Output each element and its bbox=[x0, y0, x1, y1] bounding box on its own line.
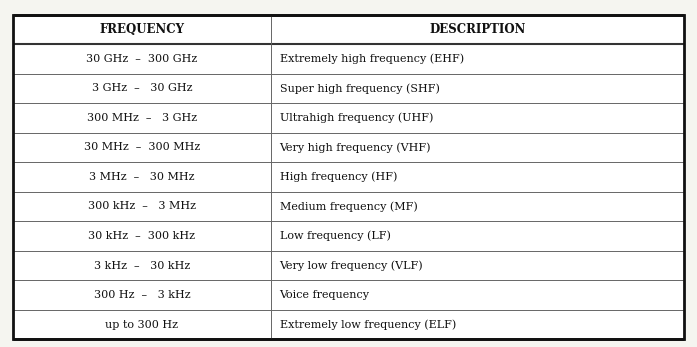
Text: Super high frequency (SHF): Super high frequency (SHF) bbox=[279, 83, 440, 94]
Text: Voice frequency: Voice frequency bbox=[279, 290, 369, 300]
Text: Ultrahigh frequency (UHF): Ultrahigh frequency (UHF) bbox=[279, 113, 433, 123]
Text: Extremely high frequency (EHF): Extremely high frequency (EHF) bbox=[279, 53, 464, 64]
Text: 30 kHz  –  300 kHz: 30 kHz – 300 kHz bbox=[89, 231, 195, 241]
Text: 30 GHz  –  300 GHz: 30 GHz – 300 GHz bbox=[86, 54, 197, 64]
Text: 3 kHz  –   30 kHz: 3 kHz – 30 kHz bbox=[94, 261, 190, 271]
Text: FREQUENCY: FREQUENCY bbox=[100, 23, 185, 36]
Text: 30 MHz  –  300 MHz: 30 MHz – 300 MHz bbox=[84, 142, 200, 152]
Text: Extremely low frequency (ELF): Extremely low frequency (ELF) bbox=[279, 319, 456, 330]
Text: Very high frequency (VHF): Very high frequency (VHF) bbox=[279, 142, 431, 153]
Text: 300 kHz  –   3 MHz: 300 kHz – 3 MHz bbox=[88, 202, 196, 212]
Text: up to 300 Hz: up to 300 Hz bbox=[105, 320, 178, 330]
Text: 300 Hz  –   3 kHz: 300 Hz – 3 kHz bbox=[93, 290, 190, 300]
Text: 3 MHz  –   30 MHz: 3 MHz – 30 MHz bbox=[89, 172, 194, 182]
Text: 3 GHz  –   30 GHz: 3 GHz – 30 GHz bbox=[91, 83, 192, 93]
Text: Very low frequency (VLF): Very low frequency (VLF) bbox=[279, 260, 423, 271]
Text: Medium frequency (MF): Medium frequency (MF) bbox=[279, 201, 418, 212]
Text: High frequency (HF): High frequency (HF) bbox=[279, 172, 397, 182]
Text: Low frequency (LF): Low frequency (LF) bbox=[279, 231, 390, 241]
Text: 300 MHz  –   3 GHz: 300 MHz – 3 GHz bbox=[87, 113, 197, 123]
Text: DESCRIPTION: DESCRIPTION bbox=[429, 23, 526, 36]
